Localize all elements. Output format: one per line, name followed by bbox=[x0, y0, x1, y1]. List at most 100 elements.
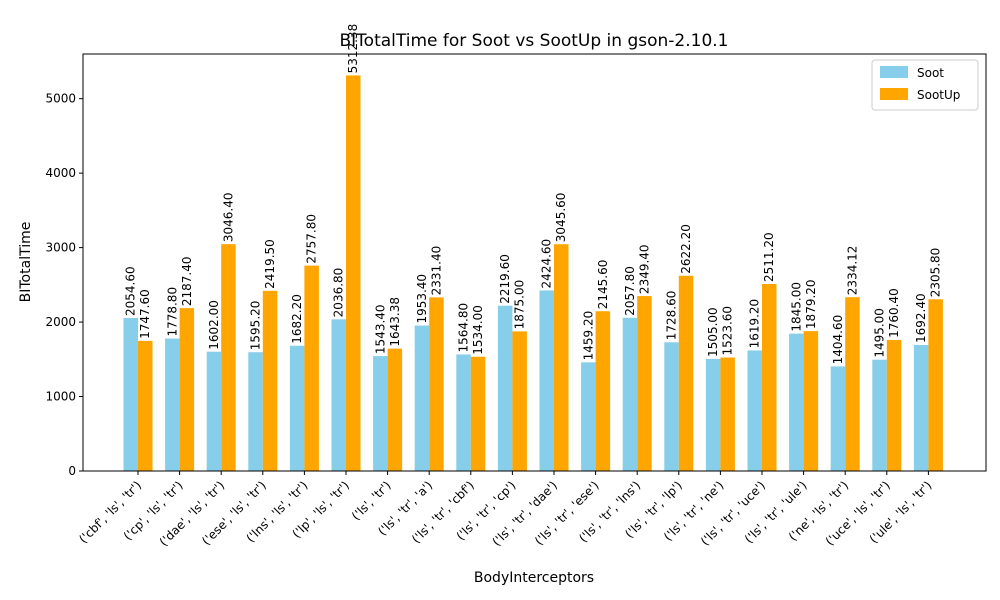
x-axis: ('cbf', 'ls', 'tr')('cp', 'ls', 'tr')('d… bbox=[76, 471, 935, 549]
data-label-sootup-10: 3045.60 bbox=[554, 193, 568, 243]
y-tick-label-0: 0 bbox=[68, 464, 76, 478]
legend-swatch-soot bbox=[880, 66, 908, 78]
bar-soot-1 bbox=[165, 338, 180, 471]
y-axis-title: BITotalTime bbox=[18, 222, 34, 303]
data-label-soot-4: 1682.20 bbox=[290, 294, 304, 344]
bar-soot-4 bbox=[289, 345, 305, 471]
data-label-soot-2: 1602.00 bbox=[207, 300, 221, 350]
bar-soot-8 bbox=[456, 354, 471, 471]
legend-swatch-sootup bbox=[880, 88, 908, 100]
data-label-sootup-5: 5312.38 bbox=[346, 24, 360, 74]
data-label-sootup-1: 2187.40 bbox=[180, 256, 194, 306]
data-label-sootup-19: 2305.80 bbox=[929, 248, 943, 298]
data-label-sootup-13: 2622.20 bbox=[679, 224, 693, 274]
bar-sootup-8 bbox=[470, 356, 486, 471]
data-label-soot-12: 2057.80 bbox=[623, 266, 637, 316]
y-tick-label-2: 2000 bbox=[45, 315, 76, 329]
data-label-soot-17: 1404.60 bbox=[831, 315, 845, 365]
bar-sootup-1 bbox=[179, 308, 195, 471]
data-label-sootup-4: 2757.80 bbox=[305, 214, 319, 264]
bar-soot-14 bbox=[705, 358, 721, 471]
data-label-sootup-0: 1747.60 bbox=[138, 289, 152, 339]
bar-soot-3 bbox=[248, 352, 263, 471]
bar-soot-12 bbox=[622, 317, 638, 471]
data-label-sootup-2: 3046.40 bbox=[221, 193, 235, 243]
chart-title: BITotalTime for Soot vs SootUp in gson-2… bbox=[340, 31, 729, 51]
data-label-soot-15: 1619.20 bbox=[748, 299, 762, 349]
bar-soot-16 bbox=[789, 333, 804, 471]
data-label-soot-7: 1953.40 bbox=[415, 274, 429, 324]
y-tick-label-1: 1000 bbox=[45, 390, 76, 404]
legend-label-sootup: SootUp bbox=[917, 88, 960, 102]
data-label-soot-16: 1845.00 bbox=[789, 282, 803, 332]
data-label-soot-9: 2219.60 bbox=[498, 254, 512, 304]
y-tick-label-5: 5000 bbox=[45, 92, 76, 106]
data-label-soot-19: 1692.40 bbox=[914, 293, 928, 343]
data-label-sootup-8: 1534.00 bbox=[471, 305, 485, 355]
bar-sootup-17 bbox=[845, 297, 860, 471]
legend-label-soot: Soot bbox=[917, 66, 944, 80]
data-label-sootup-9: 1875.00 bbox=[513, 280, 527, 330]
bar-soot-2 bbox=[206, 351, 222, 471]
bar-sootup-9 bbox=[512, 331, 527, 471]
bar-sootup-10 bbox=[554, 244, 569, 471]
bar-sootup-5 bbox=[346, 75, 361, 471]
bar-sootup-14 bbox=[720, 357, 735, 471]
data-label-soot-14: 1505.00 bbox=[706, 307, 720, 357]
data-label-soot-18: 1495.00 bbox=[873, 308, 887, 358]
bar-soot-9 bbox=[497, 305, 513, 471]
data-label-sootup-16: 1879.20 bbox=[804, 279, 818, 329]
data-label-soot-13: 1728.60 bbox=[665, 291, 679, 341]
legend: Soot SootUp bbox=[871, 59, 979, 111]
bar-soot-13 bbox=[664, 342, 679, 471]
plot-frame bbox=[82, 53, 987, 472]
data-label-soot-1: 1778.80 bbox=[165, 287, 179, 337]
data-label-sootup-6: 1643.38 bbox=[388, 297, 402, 347]
bar-sootup-3 bbox=[262, 290, 278, 471]
data-label-sootup-3: 2419.50 bbox=[263, 239, 277, 289]
bar-sootup-4 bbox=[304, 265, 319, 471]
data-label-sootup-15: 2511.20 bbox=[762, 232, 776, 282]
data-label-sootup-11: 2145.60 bbox=[596, 260, 610, 310]
data-label-soot-8: 1564.80 bbox=[457, 303, 471, 353]
data-label-soot-6: 1543.40 bbox=[373, 304, 387, 354]
data-label-sootup-17: 2334.12 bbox=[845, 246, 859, 296]
bar-sootup-11 bbox=[595, 311, 611, 471]
y-axis: 0 1000 2000 3000 4000 5000 bbox=[45, 92, 83, 478]
bar-sootup-0 bbox=[138, 340, 153, 471]
bar-soot-10 bbox=[539, 290, 554, 471]
bar-sootup-13 bbox=[678, 275, 694, 471]
bar-soot-17 bbox=[830, 366, 846, 471]
data-label-sootup-18: 1760.40 bbox=[887, 288, 901, 338]
bar-soot-7 bbox=[414, 325, 430, 471]
bar-soot-5 bbox=[331, 319, 346, 471]
data-label-soot-0: 2054.60 bbox=[124, 266, 138, 316]
bar-sootup-7 bbox=[429, 297, 444, 471]
bar-soot-6 bbox=[373, 356, 388, 471]
y-tick-label-4: 4000 bbox=[45, 166, 76, 180]
bar-sootup-18 bbox=[886, 339, 902, 471]
bar-soot-11 bbox=[581, 362, 596, 471]
y-tick-label-3: 3000 bbox=[45, 241, 76, 255]
bar-soot-19 bbox=[913, 344, 929, 471]
data-label-sootup-12: 2349.40 bbox=[637, 244, 651, 294]
bar-soot-0 bbox=[123, 318, 138, 471]
data-label-soot-10: 2424.60 bbox=[540, 239, 554, 289]
data-label-sootup-14: 1523.60 bbox=[721, 306, 735, 356]
bar-soot-15 bbox=[747, 350, 762, 471]
bar-soot-18 bbox=[872, 359, 887, 471]
bar-sootup-6 bbox=[387, 348, 403, 471]
bar-sootup-15 bbox=[762, 284, 777, 471]
data-label-sootup-7: 2331.40 bbox=[429, 246, 443, 296]
data-label-soot-5: 2036.80 bbox=[332, 268, 346, 318]
bars-layer bbox=[123, 75, 943, 471]
data-label-soot-3: 1595.20 bbox=[249, 301, 263, 351]
bar-sootup-19 bbox=[928, 299, 943, 471]
bar-sootup-16 bbox=[803, 331, 819, 471]
x-axis-title: BodyInterceptors bbox=[474, 570, 594, 586]
data-label-soot-11: 1459.20 bbox=[581, 311, 595, 361]
bar-sootup-2 bbox=[221, 244, 236, 471]
